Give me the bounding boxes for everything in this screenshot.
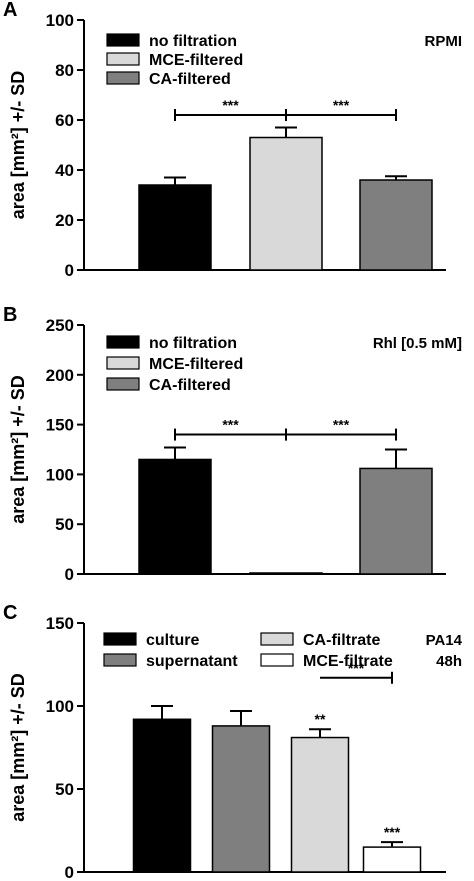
panel-letter: B: [3, 304, 17, 326]
legend-label: no filtration: [149, 33, 237, 50]
legend-swatch: [260, 632, 294, 646]
legend-label: culture: [146, 632, 199, 649]
legend-swatch: [106, 33, 140, 47]
significance-label: ***: [222, 97, 239, 113]
y-tick-label: 60: [55, 111, 74, 130]
condition-note: 48h: [436, 653, 462, 670]
bar: [362, 846, 422, 873]
y-axis-label: area [mm²] +/- SD: [8, 71, 28, 220]
bar: [138, 458, 212, 575]
bar: [211, 725, 271, 873]
bar: [249, 572, 323, 575]
y-tick-label: 0: [65, 565, 74, 584]
legend-swatch: [106, 52, 140, 66]
significance-label: ***: [348, 660, 365, 676]
legend-swatch: [106, 71, 140, 85]
y-tick-label: 0: [65, 261, 74, 280]
panel-letter: A: [3, 0, 17, 21]
y-tick-label: 50: [55, 515, 74, 534]
legend-label: CA-filtered: [149, 71, 231, 88]
y-tick-label: 100: [46, 11, 74, 30]
legend-label: MCE-filtered: [149, 356, 243, 373]
y-tick-label: 50: [55, 780, 74, 799]
panel-letter: C: [3, 602, 17, 624]
significance-label: ***: [222, 417, 239, 433]
y-tick-label: 200: [46, 366, 74, 385]
condition-note: PA14: [426, 632, 463, 649]
condition-note: Rhl [0.5 mM]: [373, 335, 462, 352]
y-tick-label: 100: [46, 697, 74, 716]
legend-swatch: [103, 632, 137, 646]
legend-label: CA-filtrate: [303, 632, 380, 649]
y-tick-label: 40: [55, 161, 74, 180]
y-axis-label: area [mm²] +/- SD: [8, 375, 28, 524]
y-axis-label: area [mm²] +/- SD: [8, 673, 28, 822]
y-tick-label: 250: [46, 316, 74, 335]
legend-label: MCE-filtrate: [303, 653, 393, 670]
significance-label: **: [315, 711, 326, 727]
significance-label: ***: [333, 417, 350, 433]
y-tick-label: 150: [46, 416, 74, 435]
bar: [359, 467, 433, 575]
y-tick-label: 100: [46, 465, 74, 484]
bar: [359, 179, 433, 271]
significance-label: ***: [384, 824, 401, 840]
legend-swatch: [106, 356, 140, 370]
legend-label: MCE-filtered: [149, 52, 243, 69]
y-tick-label: 80: [55, 61, 74, 80]
bar: [132, 718, 192, 873]
legend-label: supernatant: [146, 653, 238, 670]
legend-label: no filtration: [149, 335, 237, 352]
legend-swatch: [260, 653, 294, 667]
y-tick-label: 20: [55, 211, 74, 230]
legend-label: CA-filtered: [149, 377, 231, 394]
legend-swatch: [106, 335, 140, 349]
bar: [138, 184, 212, 271]
legend-swatch: [103, 653, 137, 667]
legend-swatch: [106, 377, 140, 391]
bar: [249, 136, 323, 271]
y-tick-label: 150: [46, 614, 74, 633]
condition-note: RPMI: [425, 33, 463, 50]
bar: [290, 736, 350, 873]
y-tick-label: 0: [65, 863, 74, 881]
significance-label: ***: [333, 97, 350, 113]
